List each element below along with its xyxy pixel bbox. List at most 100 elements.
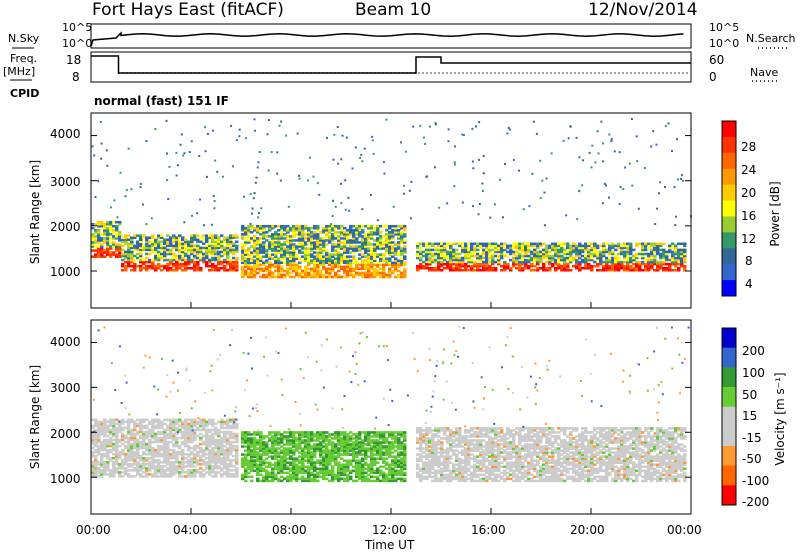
power-cell [280,224,284,228]
power-cell [196,248,200,252]
power-cell [325,253,329,256]
velocity-cell [394,477,398,481]
power-cell [148,248,152,252]
velocity-cell [112,461,116,464]
power-cell [295,224,299,228]
power-cell [289,251,293,254]
velocity-cell [322,437,326,440]
xaxis-label: Time UT [365,538,415,552]
velocity-cell [184,456,188,460]
power-cell [211,262,215,266]
velocity-cell [160,446,164,450]
power-cell [581,266,585,270]
velocity-cell [307,437,311,440]
power-cell [337,259,341,263]
power-cell [533,242,537,246]
velocity-cell [181,448,185,452]
velocity-cell [112,446,116,450]
power-cell [157,234,161,237]
velocity-cell [220,461,224,464]
power-cell [497,254,501,258]
power-cell [569,125,572,128]
velocity-cell [325,447,329,450]
power-cell [659,262,663,266]
power-cell [355,263,359,267]
power-cell [334,245,338,248]
velocity-cell [298,469,302,473]
power-cell [449,256,453,260]
power-cell [105,149,108,152]
power-cell [509,244,513,248]
power-cell [103,255,107,258]
power-cell [385,261,389,265]
power-cell [178,248,182,252]
power-cell [349,259,353,263]
velocity-cell [193,465,197,468]
velocity-cell [292,477,296,481]
velocity-cell [181,450,185,454]
power-cell [277,269,281,273]
velocity-cell [283,471,287,475]
power-cell [533,244,537,248]
power-cell [563,252,567,256]
velocity-cell [265,465,269,469]
velocity-cell [364,475,368,479]
velocity-cell [232,424,236,428]
velocity-cell [391,475,395,479]
power-cell [400,231,404,234]
power-cell [665,266,669,270]
velocity-cell [184,461,188,464]
velocity-cell [361,465,365,469]
velocity-cell [175,454,179,458]
power-cell [680,254,684,258]
power-cell [265,251,269,254]
power-cell [422,260,426,264]
velocity-cell [223,456,227,460]
power-cell [184,252,188,256]
velocity-cell [160,465,164,468]
power-cell [277,243,281,246]
power-cell [145,256,149,260]
velocity-cell [94,456,98,460]
power-cell [328,255,332,258]
power-cell [316,253,320,256]
power-cell [181,242,185,246]
power-cell [593,252,597,256]
power-cell [337,265,341,269]
velocity-cell [220,424,224,428]
velocity-cell [250,457,254,460]
power-cell [355,245,359,248]
velocity-cell [319,449,323,452]
power-cell [259,237,263,240]
velocity-cell [226,456,230,460]
power-cell [364,263,368,267]
power-cell [229,262,233,266]
power-cell [352,237,356,240]
power-cell [602,252,606,256]
power-cell [277,261,281,265]
power-cell [109,253,113,256]
power-cell [449,246,453,250]
velocity-cell [226,442,230,446]
power-cell [304,267,308,271]
power-cell [211,248,215,252]
power-cell [524,260,528,264]
power-cell [277,245,281,248]
power-cell [154,127,157,130]
velocity-cell [136,444,140,448]
velocity-cell [235,461,239,464]
power-cell [328,229,332,232]
power-cell [283,261,287,265]
velocity-cell [148,440,152,444]
power-cell [659,248,663,252]
velocity-cell [151,426,155,430]
power-cell [370,267,374,271]
power-cell [428,268,432,272]
velocity-cell [103,434,107,438]
power-cell [626,260,630,264]
power-cell [277,275,281,279]
power-cell [545,252,549,256]
velocity-cell [313,467,317,471]
power-cell [521,242,525,246]
velocity-cell [241,475,245,479]
